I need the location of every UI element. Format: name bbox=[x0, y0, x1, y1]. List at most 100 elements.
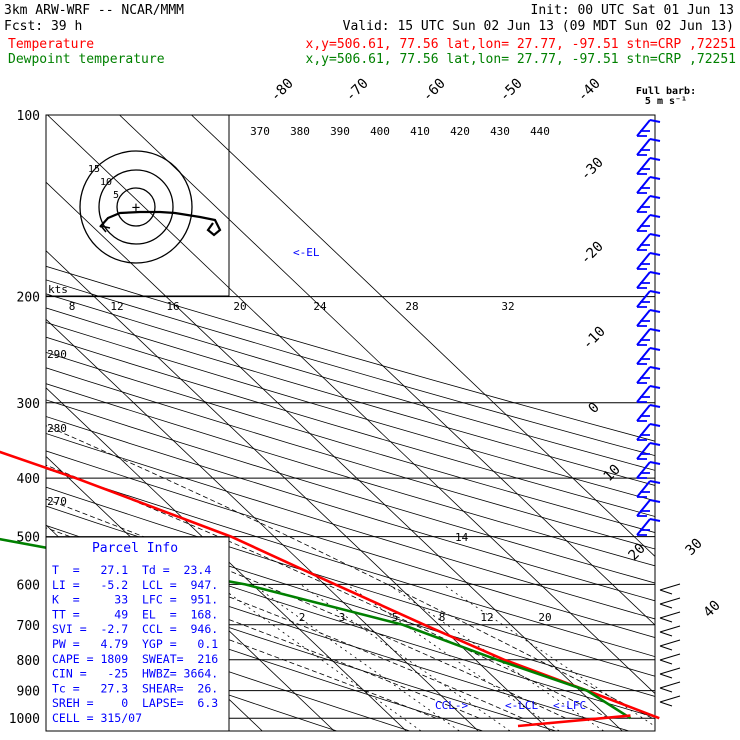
parcel-info-row: K = 33 LFC = 951. bbox=[52, 593, 218, 607]
pressure-tick-label: 400 bbox=[17, 472, 40, 487]
theta-label: 420 bbox=[450, 125, 470, 138]
mixing-ratio-label: 5 bbox=[392, 611, 399, 624]
isotherm-label: -50 bbox=[497, 76, 526, 105]
parcel-info-row: LI = -5.2 LCL = 947. bbox=[52, 578, 218, 592]
wetbulb-label: 14 bbox=[455, 531, 469, 544]
model-title: 3km ARW-WRF -- NCAR/MMM bbox=[4, 3, 184, 18]
parcel-info-row: PW = 4.79 YGP = 0.1 bbox=[52, 637, 218, 651]
wind-barb-flag bbox=[637, 244, 650, 251]
wind-legend-title: Full barb: bbox=[636, 86, 696, 97]
isotherm-line bbox=[46, 387, 407, 731]
wind-barb bbox=[636, 252, 661, 270]
wind-barb-low bbox=[659, 639, 681, 651]
wind-barb-flag bbox=[637, 472, 650, 479]
wind-barb bbox=[636, 214, 661, 232]
dry-adiabat-line bbox=[46, 322, 655, 502]
pressure-tick-label: 100 bbox=[17, 109, 40, 124]
wind-speed-label: 32 bbox=[501, 300, 514, 313]
dewpoint-profile bbox=[0, 537, 632, 720]
wind-barb-flag bbox=[637, 168, 650, 175]
wind-barb-low bbox=[659, 611, 681, 623]
wind-barb bbox=[636, 119, 661, 137]
isotherm-line bbox=[46, 318, 479, 731]
wind-barb-low bbox=[659, 625, 681, 637]
hodograph-trace bbox=[99, 210, 222, 237]
wind-speed-label: 20 bbox=[233, 300, 246, 313]
wind-barb bbox=[636, 385, 661, 403]
wind-barb-low bbox=[659, 653, 681, 665]
wind-barb-flag bbox=[637, 225, 650, 232]
wind-barb-flag bbox=[637, 149, 650, 156]
mixing-ratio-line bbox=[442, 584, 655, 727]
wind-barb-flag bbox=[637, 130, 650, 137]
isotherm-label: 30 bbox=[683, 536, 706, 559]
hodograph-ring-label-10: 10 bbox=[100, 177, 112, 188]
isotherm-line bbox=[46, 730, 47, 731]
dry-adiabat-line bbox=[46, 505, 655, 697]
wind-barb bbox=[636, 423, 661, 441]
isotherm-label: -10 bbox=[580, 324, 609, 353]
pressure-tick-label: 500 bbox=[17, 531, 40, 546]
wind-barb bbox=[636, 138, 661, 156]
wind-barb bbox=[636, 309, 661, 327]
theta-label: 370 bbox=[250, 125, 270, 138]
isotherm-label: 0 bbox=[586, 400, 603, 417]
pressure-tick-label: 1000 bbox=[9, 712, 40, 727]
parcel-info-rows: T = 27.1 Td = 23.4LI = -5.2 LCL = 947.K … bbox=[52, 563, 218, 725]
hodograph-crosshair: + bbox=[132, 200, 140, 216]
wind-barb-flag bbox=[637, 187, 650, 194]
dry-adiabat-line bbox=[46, 433, 655, 620]
wind-barb bbox=[636, 290, 661, 308]
hodograph-frame bbox=[45, 114, 230, 297]
lfc-marker: <-LFC bbox=[553, 699, 586, 712]
ccl-marker: CCL-> bbox=[435, 699, 468, 712]
parcel-info-background bbox=[45, 536, 230, 732]
dry-adiabat-line bbox=[46, 351, 655, 533]
wind-speed-label: 24 bbox=[313, 300, 327, 313]
wind-barb-flag bbox=[637, 263, 650, 270]
pressure-tick-label: 900 bbox=[17, 685, 40, 700]
isotherm-line bbox=[46, 250, 551, 731]
sounding-series bbox=[0, 450, 660, 728]
parcel-info-row: T = 27.1 Td = 23.4 bbox=[52, 563, 211, 577]
isotherm-line bbox=[119, 115, 655, 626]
theta-label: 390 bbox=[330, 125, 350, 138]
wind-barb-low bbox=[659, 667, 681, 679]
wind-barb bbox=[636, 442, 661, 460]
wind-barb bbox=[636, 404, 661, 422]
hodograph-ring-label-15: 15 bbox=[88, 164, 100, 175]
dry-adiabat-line bbox=[46, 293, 655, 471]
isotherm-label: 10 bbox=[601, 462, 624, 485]
init-time: Init: 00 UTC Sat 01 Jun 13 bbox=[531, 3, 735, 18]
wind-barb-flag bbox=[637, 377, 650, 384]
wind-barb bbox=[636, 347, 661, 365]
dry-adiabat-line bbox=[46, 450, 655, 638]
wind-barb-column bbox=[636, 119, 681, 707]
dewpoint-label: Dewpoint temperature bbox=[8, 52, 165, 67]
parcel-info-box: Parcel Info T = 27.1 Td = 23.4LI = -5.2 … bbox=[45, 536, 230, 732]
wind-barb-flag bbox=[637, 396, 650, 403]
wind-barb bbox=[636, 480, 661, 498]
wind-speed-label: 28 bbox=[405, 300, 418, 313]
wind-barb bbox=[636, 271, 661, 289]
wind-barb bbox=[636, 461, 661, 479]
temperature-surface-segment bbox=[517, 714, 631, 728]
temperature-coords: x,y=506.61, 77.56 lat,lon= 27.77, -97.51… bbox=[306, 37, 736, 52]
mixing-ratio-label: 2 bbox=[299, 611, 306, 624]
parcel-info-row: CIN = -25 HWBZ= 3664. bbox=[52, 667, 218, 681]
moist-adiabat-line bbox=[46, 572, 437, 719]
wind-barb-low bbox=[659, 597, 681, 609]
isotherm-label: -80 bbox=[268, 76, 297, 105]
wind-barb bbox=[636, 233, 661, 251]
wind-barb-flag bbox=[637, 282, 650, 289]
hodograph-ring-10 bbox=[98, 169, 174, 245]
wind-barb bbox=[636, 195, 661, 213]
wind-speed-label: 12 bbox=[110, 300, 123, 313]
kts-label: kts bbox=[48, 283, 68, 296]
wind-barb-flag bbox=[637, 415, 650, 422]
pressure-tick-label: 200 bbox=[17, 291, 40, 306]
isotherm-label: 20 bbox=[626, 541, 649, 564]
el-marker: <-EL bbox=[293, 246, 320, 259]
wind-speed-label: 8 bbox=[69, 300, 76, 313]
